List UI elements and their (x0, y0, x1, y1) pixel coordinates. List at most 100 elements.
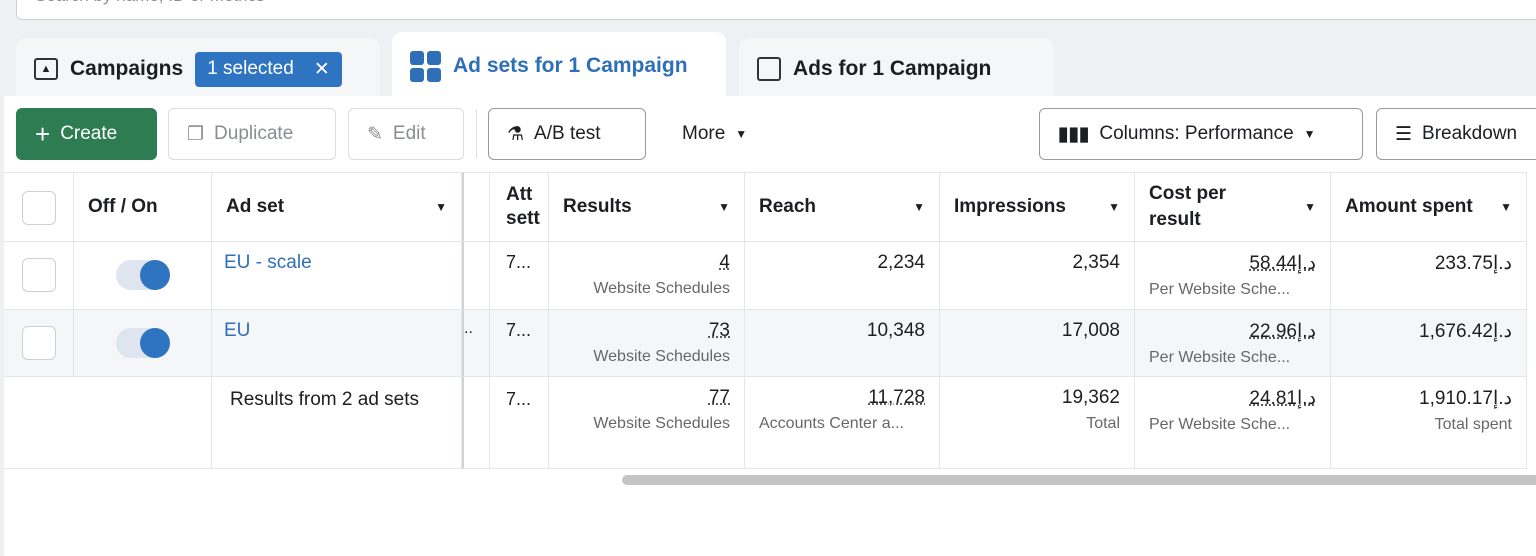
edit-button[interactable]: ✎ Edit (348, 108, 464, 160)
row-toggle-cell (74, 310, 212, 377)
ad-set-name-link[interactable]: EU - scale (224, 252, 312, 273)
header-label: Att sett (506, 184, 540, 229)
header-label: Impressions (954, 196, 1066, 217)
duplicate-button[interactable]: ❐ Duplicate (168, 108, 336, 160)
results-summary-label: Results from 2 ad sets (230, 389, 420, 410)
row-checkbox[interactable] (22, 258, 56, 292)
header-results[interactable]: Results ▼ (549, 172, 745, 242)
row-checkbox[interactable] (22, 326, 56, 360)
reach-total-value[interactable]: 11,728 (868, 387, 925, 408)
tab-label: Campaigns (70, 57, 184, 80)
results-value[interactable]: 73 (708, 320, 730, 341)
footer-cell (4, 377, 74, 469)
search-input[interactable]: Search by name, ID or metrics (16, 0, 1536, 20)
spent-total-cell: 1,910.17د.إ Total spent (1331, 377, 1527, 469)
duplicate-icon: ❐ (187, 123, 205, 145)
cost-cell: 58.44د.إ Per Website Sche... (1135, 242, 1331, 310)
cost: 22.96د.إ Per Website Sche... (1135, 310, 1330, 375)
spent-value: 233.75د.إ (1434, 253, 1512, 274)
cost-subtitle: Per Website Sche... (1149, 281, 1291, 298)
tab-label: Ad sets for 1 Campaign (453, 54, 688, 77)
results-value[interactable]: 4 (719, 252, 730, 273)
spent-total-subtitle: Total spent (1434, 416, 1512, 433)
row-name-cell: EU - scale (212, 242, 462, 310)
results-subtitle: Website Schedules (593, 348, 730, 365)
footer-label-cell: Results from 2 ad sets (212, 377, 462, 469)
cost: 58.44د.إ Per Website Sche... (1135, 242, 1330, 307)
spent-cell: 233.75د.إ (1331, 242, 1527, 310)
results-total: 77 Website Schedules (549, 377, 744, 441)
results-cell: 73 Website Schedules (549, 310, 745, 377)
sort-caret-icon[interactable]: ▼ (1500, 200, 1512, 214)
cost-value[interactable]: 22.96د.إ (1249, 321, 1316, 342)
columns-icon: ▮▮▮ (1058, 123, 1090, 145)
edit-label: Edit (392, 123, 426, 144)
attribution-value: 7... (506, 252, 532, 272)
columns-button[interactable]: ▮▮▮ Columns: Performance ▼ (1039, 108, 1363, 160)
reach-total: 11,728 Accounts Center a... (745, 377, 939, 441)
cost-total-value[interactable]: 24.81د.إ (1249, 388, 1316, 409)
row-name-cell: EU (212, 310, 462, 377)
attribution-cell: 7... (490, 242, 549, 310)
row-select-cell (4, 310, 74, 377)
reach-value: 2,234 (877, 252, 925, 273)
create-button[interactable]: + Create (16, 108, 157, 160)
reach-value: 10,348 (866, 320, 925, 341)
selected-badge[interactable]: 1 selected ✕ (195, 51, 342, 87)
results-total-subtitle: Website Schedules (593, 415, 730, 432)
tab-ads[interactable]: Ads for 1 Campaign (739, 38, 1054, 100)
hidden-column-cell (462, 242, 490, 310)
header-label: Results (563, 196, 632, 217)
close-icon[interactable]: ✕ (313, 58, 330, 80)
breakdown-button[interactable]: ☰ Breakdown (1376, 108, 1536, 160)
cost-total-subtitle: Per Website Sche... (1149, 416, 1291, 433)
select-all-checkbox[interactable] (22, 191, 56, 225)
ad-icon (757, 57, 781, 81)
header-toggle: Off / On (74, 172, 212, 242)
badge-label: 1 selected (207, 57, 294, 79)
results: 4 Website Schedules (549, 242, 744, 306)
sort-caret-icon[interactable]: ▼ (1108, 200, 1120, 214)
hidden-column-header (462, 172, 490, 242)
sort-caret-icon[interactable]: ▼ (1304, 200, 1316, 214)
header-impressions[interactable]: Impressions ▼ (940, 172, 1135, 242)
reach: 10,348 (745, 310, 939, 350)
cost-total-cell: 24.81د.إ Per Website Sche... (1135, 377, 1331, 469)
header-amount-spent[interactable]: Amount spent ▼ (1331, 172, 1527, 242)
reach: 2,234 (745, 242, 939, 282)
cost-value[interactable]: 58.44د.إ (1249, 253, 1316, 274)
impressions-value: 17,008 (1061, 320, 1120, 341)
on-off-toggle[interactable] (116, 328, 170, 358)
select-all-cell (4, 172, 74, 242)
impressions: 2,354 (940, 242, 1134, 282)
pencil-icon: ✎ (367, 123, 383, 145)
header-cost-per-result[interactable]: Cost per result ▼ (1135, 172, 1331, 242)
sort-caret-icon[interactable]: ▼ (913, 200, 925, 214)
attribution-value: 7... (506, 389, 532, 409)
sort-caret-icon[interactable]: ▼ (435, 200, 447, 214)
sort-caret-icon[interactable]: ▼ (718, 200, 730, 214)
spent-total: 1,910.17د.إ Total spent (1331, 377, 1526, 442)
cost-subtitle: Per Website Sche... (1149, 349, 1291, 366)
breakdown-label: Breakdown (1422, 123, 1518, 144)
results-subtitle: Website Schedules (593, 280, 730, 297)
ab-test-button[interactable]: ⚗ A/B test (488, 108, 646, 160)
on-off-toggle[interactable] (116, 260, 170, 290)
spent-value: 1,676.42د.إ (1419, 321, 1512, 342)
header-ad-set[interactable]: Ad set ▼ (212, 172, 462, 242)
header-label: Ad set (226, 196, 285, 217)
header-reach[interactable]: Reach ▼ (745, 172, 940, 242)
header-attribution[interactable]: Att sett (490, 172, 549, 242)
more-label: More (682, 123, 726, 144)
impressions-total-cell: 19,362 Total (940, 377, 1135, 469)
tab-ad-sets[interactable]: Ad sets for 1 Campaign (392, 32, 726, 100)
more-button[interactable]: More ▼ (664, 108, 784, 160)
horizontal-scrollbar[interactable] (622, 475, 1536, 485)
columns-label: Columns: Performance (1099, 123, 1294, 144)
attribution-cell: 7... (490, 310, 549, 377)
tab-campaigns[interactable]: ▲ Campaigns 1 selected ✕ (16, 38, 380, 100)
ad-set-name-link[interactable]: EU (224, 320, 251, 341)
reach-total-cell: 11,728 Accounts Center a... (745, 377, 940, 469)
spent: 233.75د.إ (1331, 242, 1526, 283)
results-total-value[interactable]: 77 (708, 387, 730, 408)
